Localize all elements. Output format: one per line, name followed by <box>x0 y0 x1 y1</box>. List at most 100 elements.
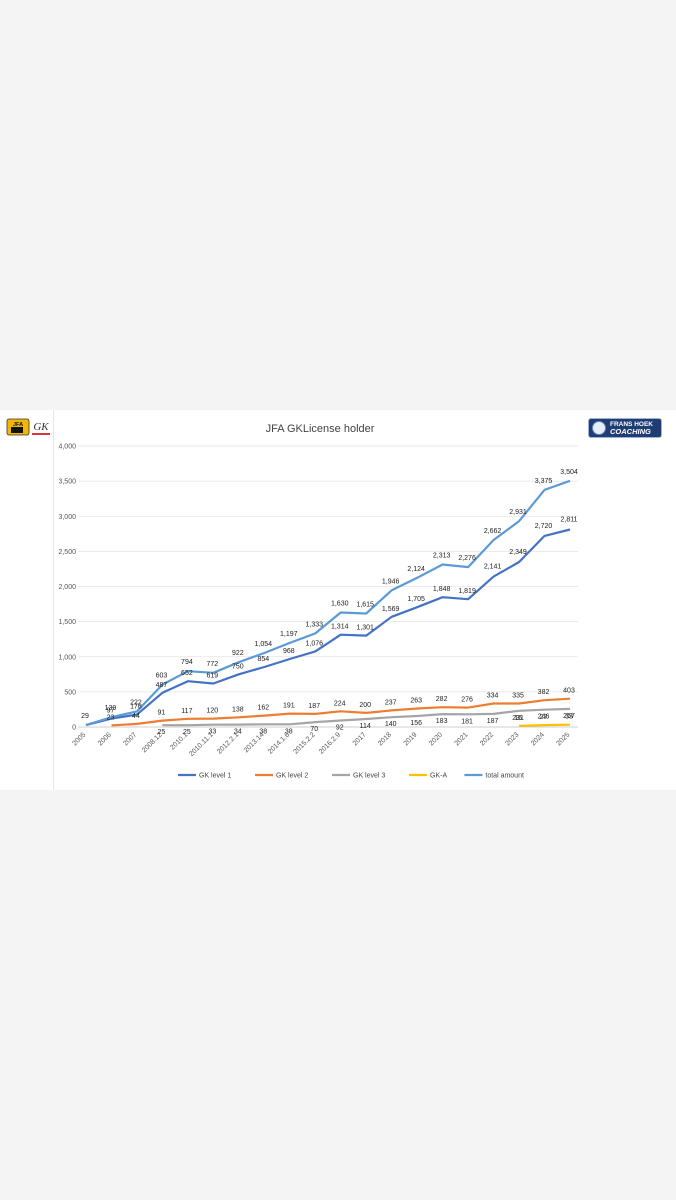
data-label: 257 <box>563 713 575 720</box>
data-label: 1,946 <box>382 578 400 585</box>
data-label: 120 <box>207 708 219 715</box>
data-label: 44 <box>132 713 140 720</box>
chart-slide: JFA GK FRANS HOEK COACHING JFA GKLicense… <box>0 410 676 790</box>
y-tick-label: 2,500 <box>58 549 76 556</box>
legend-label: total amount <box>485 773 524 780</box>
data-label: 114 <box>360 723 371 730</box>
data-label: 2,349 <box>509 549 527 556</box>
y-tick-label: 4,000 <box>58 444 76 451</box>
data-label: 1,314 <box>331 624 349 631</box>
series-line-gk-level-2 <box>111 697 571 727</box>
y-tick-label: 2,000 <box>58 584 76 591</box>
data-label: 224 <box>334 700 346 707</box>
data-label: 1,705 <box>407 596 425 603</box>
x-tick-label: 2023 <box>505 731 521 747</box>
data-label: 263 <box>410 698 422 705</box>
license-holder-chart: JFA GKLicense holder 0 500 1,000 1,500 2,000… <box>58 423 578 780</box>
data-label: 619 <box>207 673 219 680</box>
data-label: 237 <box>385 699 397 706</box>
x-tick-label: 2024 <box>530 731 546 747</box>
x-tick-label: 2018 <box>377 731 393 747</box>
legend-label: GK level 1 <box>199 773 231 780</box>
legend-label: GK level 2 <box>276 773 308 780</box>
data-label: 854 <box>257 656 269 663</box>
data-label: 34 <box>234 729 242 736</box>
data-label: 276 <box>461 697 473 704</box>
y-tick-label: 1,500 <box>58 619 76 626</box>
data-label: 1,848 <box>433 586 451 593</box>
data-label: 25 <box>183 729 191 736</box>
data-label: 1,333 <box>305 621 323 628</box>
football-icon <box>592 421 606 435</box>
data-label: 181 <box>461 718 473 725</box>
frans-hoek-coaching-logo: FRANS HOEK COACHING <box>588 418 662 438</box>
data-label: 200 <box>359 702 371 709</box>
data-label: 1,076 <box>305 640 323 647</box>
data-label: 2,313 <box>433 553 451 560</box>
data-label: 3,504 <box>560 469 578 476</box>
data-label: 97 <box>107 708 115 715</box>
data-label: 139 <box>105 705 117 712</box>
y-tick-label: 0 <box>72 725 76 732</box>
jfa-gk-logo: JFA GK <box>6 418 52 452</box>
data-label: 231 <box>512 715 524 722</box>
data-label: 187 <box>487 718 499 725</box>
data-label: 29 <box>81 713 89 720</box>
data-label: 222 <box>130 699 142 706</box>
x-tick-label: 2022 <box>479 731 495 747</box>
data-label: 382 <box>538 689 550 696</box>
data-label: 176 <box>130 704 142 711</box>
series-line-total-amount <box>85 479 571 727</box>
data-label: 750 <box>232 663 244 670</box>
data-label: 183 <box>436 718 448 725</box>
x-tick-label: 2020 <box>428 731 444 747</box>
data-label: 922 <box>232 650 244 657</box>
brand-line-1: FRANS HOEK <box>610 421 653 428</box>
series-line-gk-level-1 <box>85 528 571 727</box>
data-label: 70 <box>310 726 318 733</box>
data-label: 2,811 <box>561 517 578 524</box>
legend-label: GK-A <box>430 773 447 780</box>
data-label: 968 <box>283 648 295 655</box>
x-tick-label: 2016.2.9 <box>318 731 342 755</box>
x-tick-label: 2007 <box>122 731 138 747</box>
y-tick-label: 3,000 <box>58 514 76 521</box>
data-label: 2,276 <box>458 555 476 562</box>
x-tick-label: 2005 <box>71 731 87 747</box>
data-label: 23 <box>107 714 115 721</box>
data-label: 138 <box>232 706 244 713</box>
y-tick-label: 3,500 <box>58 479 76 486</box>
data-label: 187 <box>308 703 320 710</box>
data-label: 1,569 <box>382 606 400 613</box>
data-label: 603 <box>156 673 168 680</box>
data-label: 191 <box>283 703 295 710</box>
chart-title: JFA GKLicense holder <box>266 423 375 435</box>
data-label: 1,630 <box>331 600 349 607</box>
data-label: 33 <box>565 714 573 721</box>
data-label: 1,301 <box>356 625 374 632</box>
jfa-badge-text: JFA <box>13 422 23 428</box>
data-label: 162 <box>257 705 269 712</box>
data-label: 652 <box>181 670 193 677</box>
data-label: 772 <box>207 661 219 668</box>
data-label: 335 <box>512 692 524 699</box>
data-label: 1,197 <box>280 631 298 638</box>
data-label: 25 <box>158 729 166 736</box>
data-label: 3,375 <box>535 478 553 485</box>
x-tick-label: 2017 <box>352 731 368 747</box>
data-label: 33 <box>208 729 216 736</box>
series-line-gk-a <box>519 723 571 727</box>
data-label: 38 <box>259 728 267 735</box>
x-tick-label: 2006 <box>97 731 113 747</box>
data-label: 27 <box>540 714 548 721</box>
x-tick-label: 2019 <box>403 731 419 747</box>
series-line-gk-level-3 <box>162 707 571 727</box>
data-label: 2,720 <box>535 523 553 530</box>
data-label: 2,931 <box>509 509 527 516</box>
data-label: 91 <box>158 710 166 717</box>
legend-label: GK level 3 <box>353 773 385 780</box>
data-label: 403 <box>563 688 575 695</box>
data-label: 140 <box>385 721 397 728</box>
brand-line-2: COACHING <box>610 427 651 436</box>
data-label: 487 <box>156 682 168 689</box>
